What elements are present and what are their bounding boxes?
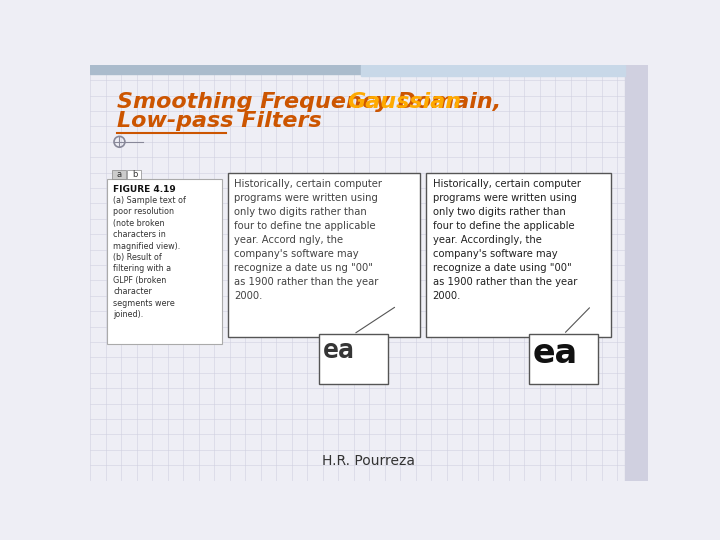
Bar [319, 334, 388, 384]
Text: Historically, certain computer
programs were written using
only two digits rathe: Historically, certain computer programs … [234, 179, 382, 301]
Bar [107, 179, 222, 345]
Bar [528, 334, 598, 384]
Text: Low-pass Filters: Low-pass Filters [117, 111, 322, 131]
Bar [127, 170, 141, 179]
Text: a: a [117, 170, 122, 179]
Text: Smoothing Frequency Domain,: Smoothing Frequency Domain, [117, 92, 509, 112]
Bar [112, 170, 126, 179]
Bar [426, 173, 611, 336]
Text: Gaussian: Gaussian [347, 92, 462, 112]
Text: FIGURE 4.19: FIGURE 4.19 [113, 185, 176, 194]
Text: (a) Sample text of
poor resolution
(note broken
characters in
magnified view).
(: (a) Sample text of poor resolution (note… [113, 195, 186, 319]
Bar [90, 65, 648, 74]
Text: H.R. Pourreza: H.R. Pourreza [323, 454, 415, 468]
Bar [228, 173, 420, 336]
Text: ea: ea [323, 338, 354, 364]
Bar [361, 65, 625, 76]
Bar [625, 65, 648, 481]
Text: ea: ea [533, 336, 577, 369]
Text: b: b [132, 170, 138, 179]
Text: Historically, certain computer
programs were written using
only two digits rathe: Historically, certain computer programs … [433, 179, 580, 301]
